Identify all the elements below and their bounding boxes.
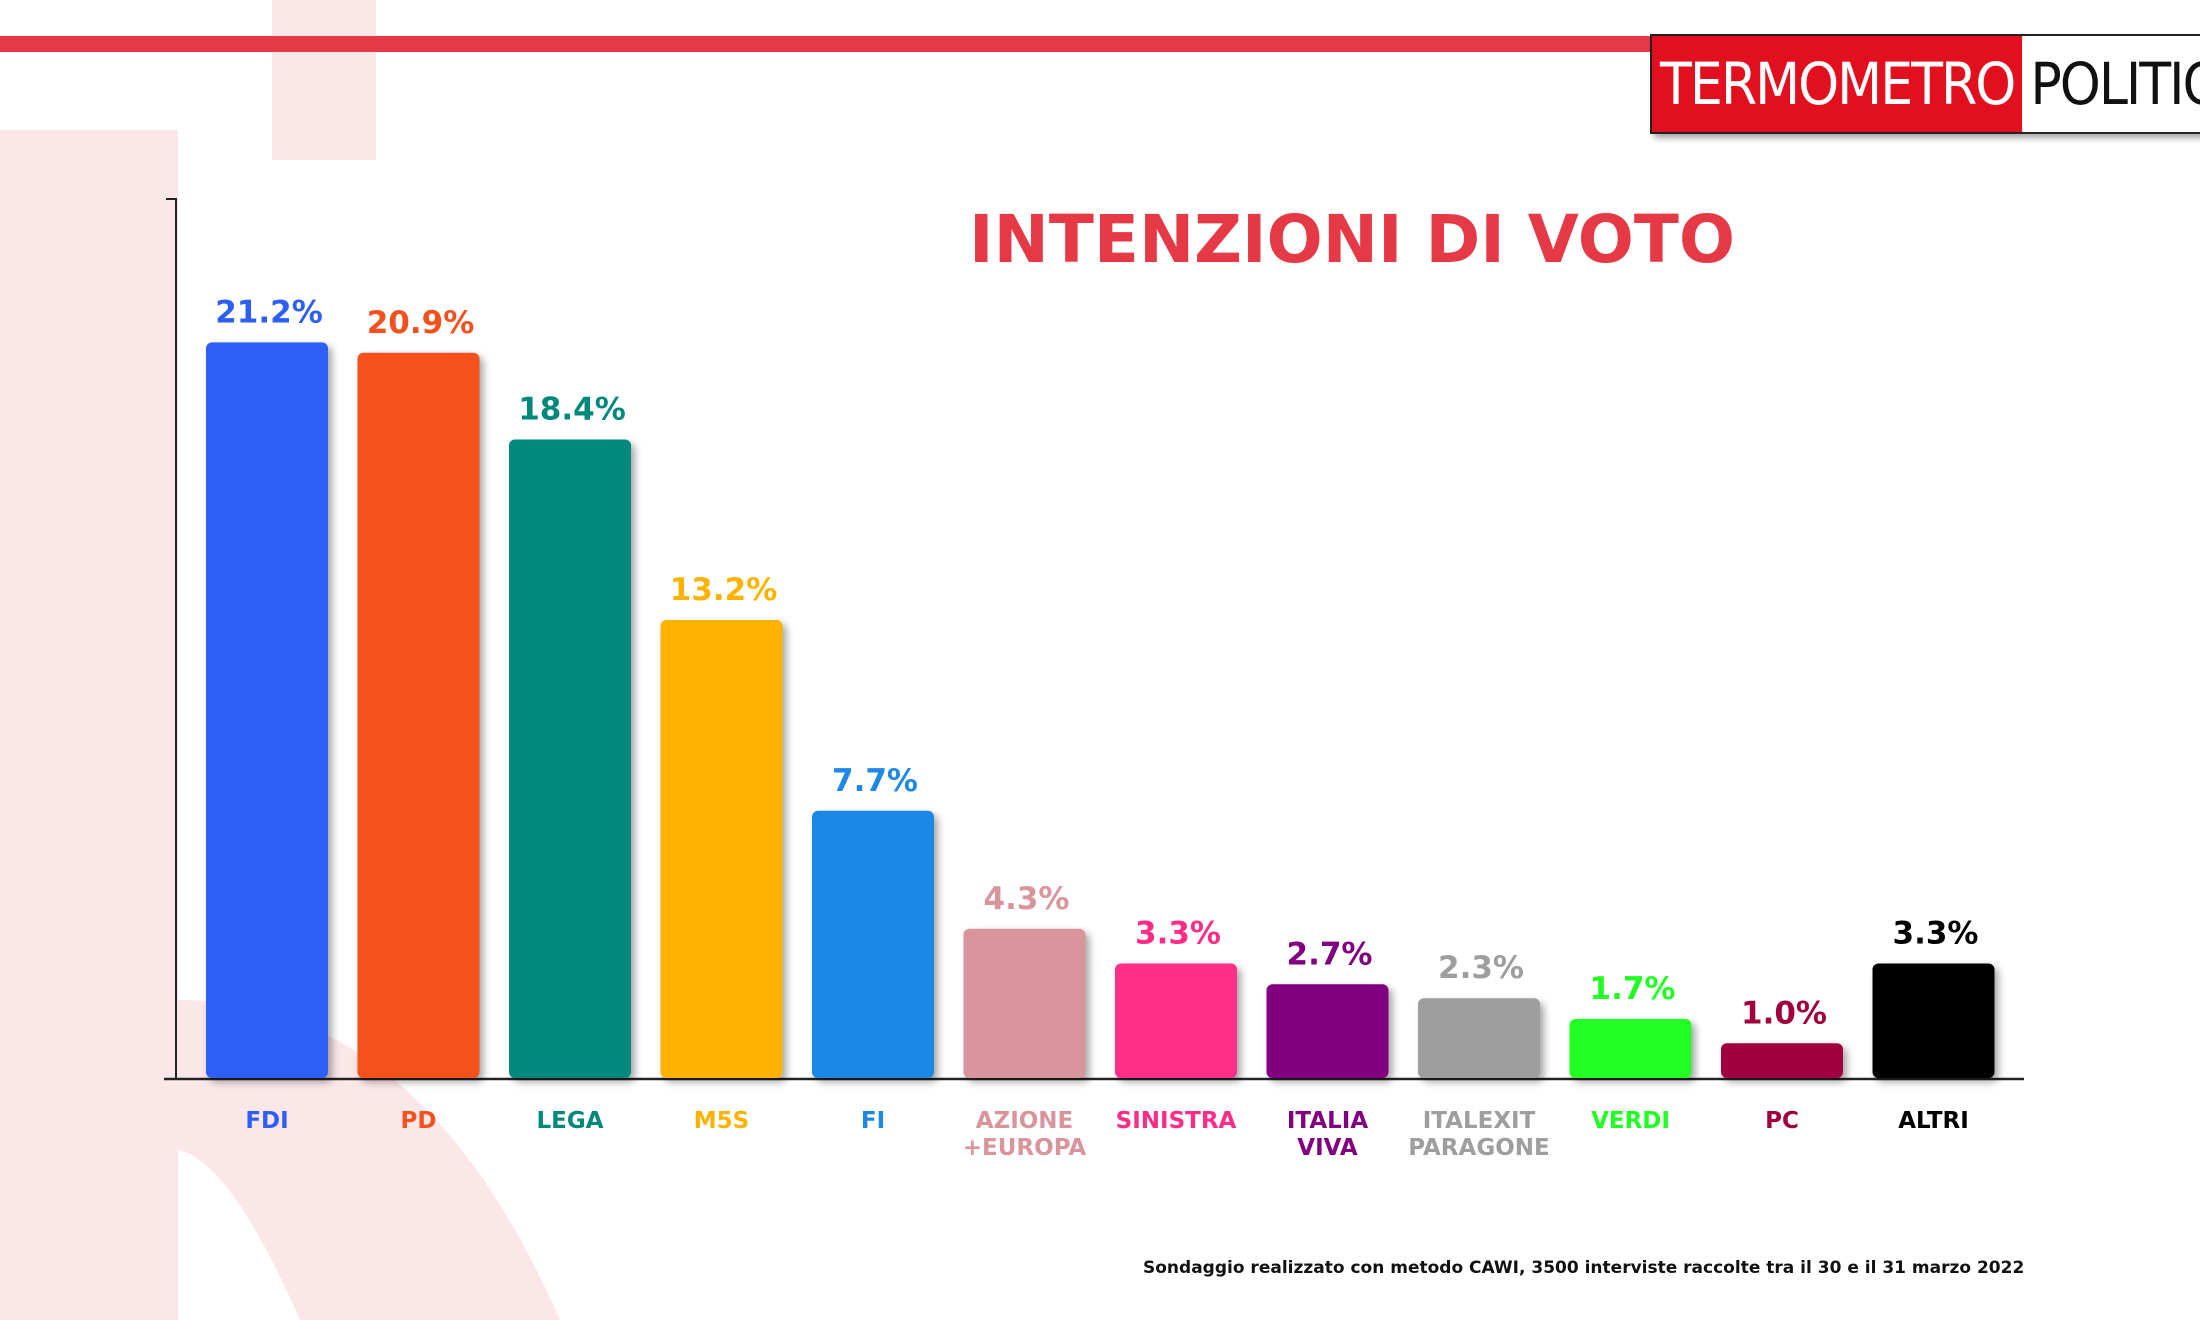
- bar-fi: [812, 810, 934, 1078]
- bar-azione-europa: [963, 928, 1086, 1078]
- category-label-pd: PD: [401, 1108, 437, 1134]
- value-label-italexit-paragone: 2.3%: [1438, 950, 1524, 986]
- value-label-fdi: 21.2%: [215, 294, 323, 330]
- value-label-fi: 7.7%: [832, 763, 918, 799]
- footnote: Sondaggio realizzato con metodo CAWI, 35…: [1143, 1258, 2025, 1278]
- category-label-fdi: FDI: [245, 1108, 288, 1134]
- value-label-lega: 18.4%: [518, 392, 626, 428]
- value-label-azione-europa: 4.3%: [984, 881, 1070, 917]
- bar-fdi: [206, 342, 328, 1078]
- value-label-pc: 1.0%: [1741, 995, 1827, 1031]
- value-label-m5s: 13.2%: [670, 572, 778, 608]
- logo-right-text: POLITICO: [2022, 36, 2200, 132]
- category-label-verdi: VERDI: [1591, 1108, 1670, 1134]
- bar-italia-viva: [1266, 984, 1389, 1078]
- bar-pc: [1721, 1043, 1843, 1078]
- value-label-sinistra: 3.3%: [1135, 915, 1221, 951]
- category-label-m5s: M5S: [694, 1108, 749, 1134]
- chart-title: INTENZIONI DI VOTO: [969, 201, 1735, 278]
- category-label-fi: FI: [861, 1108, 885, 1134]
- bar-lega: [509, 439, 631, 1078]
- value-label-pd: 20.9%: [367, 305, 475, 341]
- bar-altri: [1872, 963, 1995, 1078]
- category-label-azione-europa: AZIONE +EUROPA: [963, 1108, 1087, 1161]
- value-label-altri: 3.3%: [1893, 915, 1979, 951]
- bar-m5s: [660, 619, 783, 1078]
- bar-sinistra: [1115, 963, 1237, 1078]
- bar-verdi: [1569, 1019, 1692, 1078]
- category-label-lega: LEGA: [536, 1108, 603, 1134]
- category-label-sinistra: SINISTRA: [1116, 1108, 1237, 1134]
- category-label-italexit-paragone: ITALEXIT PARAGONE: [1408, 1108, 1549, 1161]
- category-label-italia-viva: ITALIA VIVA: [1287, 1108, 1368, 1161]
- logo-left-text: TERMOMETRO: [1652, 36, 2023, 132]
- termometro-politico-logo: TERMOMETRO POLITICO: [1650, 34, 2200, 134]
- bar-italexit-paragone: [1418, 998, 1540, 1078]
- bar-pd: [357, 352, 480, 1078]
- category-label-pc: PC: [1765, 1108, 1799, 1134]
- category-label-altri: ALTRI: [1898, 1108, 1969, 1134]
- value-label-italia-viva: 2.7%: [1287, 936, 1373, 972]
- value-label-verdi: 1.7%: [1590, 971, 1676, 1007]
